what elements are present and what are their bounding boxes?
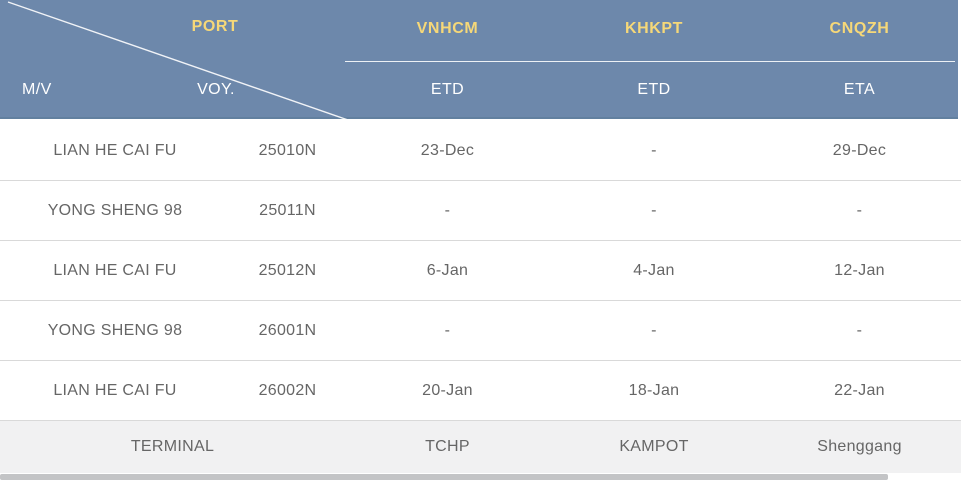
port-corner-label: PORT (191, 18, 239, 35)
eta-cnqzh-cell: 29-Dec (832, 141, 887, 159)
port-code-khkpt: KHKPT (624, 20, 684, 37)
table-row: YONG SHENG 98 25011N - - - (0, 181, 961, 241)
table-row: YONG SHENG 98 26001N - - - (0, 301, 961, 361)
table-row: LIAN HE CAI FU 25012N 6-Jan 4-Jan 12-Jan (0, 241, 961, 301)
vessel-name-cell: YONG SHENG 98 (47, 201, 183, 219)
etd-khkpt-cell: - (651, 201, 657, 219)
schedule-table-header: PORT M/V VOY. VNHCM KHKPT CNQZH ETD ETD … (0, 0, 958, 119)
voy-corner-label: VOY. (197, 81, 235, 98)
eta-cnqzh-cell: - (856, 321, 863, 339)
etd-khkpt-cell: 4-Jan (633, 261, 675, 279)
sub-header-etd-khkpt: ETD (637, 81, 671, 98)
terminal-vnhcm-cell: TCHP (425, 438, 470, 455)
mv-corner-label: M/V (22, 81, 52, 98)
eta-cnqzh-cell: 22-Jan (834, 381, 885, 399)
etd-khkpt-cell: - (651, 141, 657, 159)
eta-cnqzh-cell: 12-Jan (834, 261, 885, 279)
schedule-table-body: LIAN HE CAI FU 25010N 23-Dec - 29-Dec YO… (0, 121, 961, 473)
horizontal-scrollbar-thumb[interactable] (0, 474, 888, 480)
diagonal-divider-line (7, 1, 348, 119)
etd-vnhcm-cell: 23-Dec (420, 141, 475, 159)
sub-header-etd-vnhcm: ETD (430, 81, 465, 98)
voyage-cell: 26002N (258, 381, 317, 399)
etd-vnhcm-cell: - (444, 321, 451, 339)
etd-khkpt-cell: - (651, 321, 657, 339)
terminal-cnqzh-cell: Shenggang (817, 438, 902, 455)
etd-vnhcm-cell: 6-Jan (426, 261, 469, 279)
etd-vnhcm-cell: - (444, 201, 451, 219)
table-row: LIAN HE CAI FU 26002N 20-Jan 18-Jan 22-J… (0, 361, 961, 421)
voyage-cell: 25010N (258, 141, 317, 159)
voyage-cell: 25011N (259, 201, 316, 219)
vessel-name-cell: LIAN HE CAI FU (53, 141, 177, 159)
vessel-name-cell: YONG SHENG 98 (47, 321, 183, 339)
table-row: LIAN HE CAI FU 25010N 23-Dec - 29-Dec (0, 121, 961, 181)
voyage-cell: 25012N (258, 261, 317, 279)
terminal-khkpt-cell: KAMPOT (619, 438, 689, 455)
vessel-name-cell: LIAN HE CAI FU (53, 381, 177, 399)
voyage-cell: 26001N (258, 321, 317, 339)
sub-header-eta-cnqzh: ETA (843, 81, 876, 98)
etd-khkpt-cell: 18-Jan (628, 381, 680, 399)
horizontal-scrollbar-track[interactable] (0, 474, 961, 481)
ports-underline (345, 61, 955, 62)
terminal-row: TERMINAL TCHP KAMPOT Shenggang (0, 421, 961, 473)
etd-vnhcm-cell: 20-Jan (422, 381, 473, 399)
vessel-name-cell: LIAN HE CAI FU (53, 261, 177, 279)
port-code-cnqzh: CNQZH (829, 20, 890, 37)
eta-cnqzh-cell: - (856, 201, 863, 219)
port-code-vnhcm: VNHCM (416, 20, 479, 37)
terminal-label-cell: TERMINAL (130, 438, 215, 455)
